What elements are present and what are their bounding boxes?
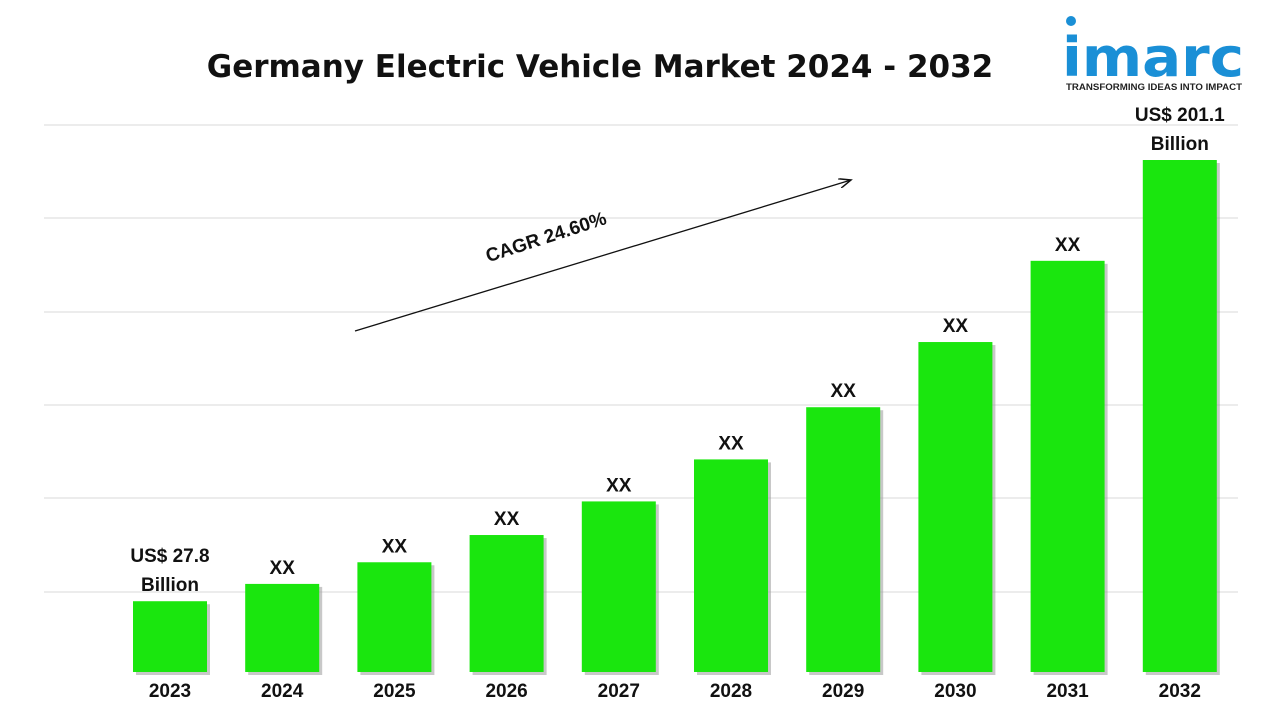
logo-tagline: TRANSFORMING IDEAS INTO IMPACT <box>1066 82 1243 92</box>
x-tick-2024: 2024 <box>261 681 304 702</box>
x-tick-2027: 2027 <box>598 681 640 702</box>
cagr-arrow <box>354 180 851 332</box>
chart-title: Germany Electric Vehicle Market 2024 - 2… <box>207 49 993 85</box>
bar-2024 <box>245 583 320 672</box>
data-label-2023: Billion <box>141 575 199 596</box>
data-label-2031: XX <box>1055 235 1081 256</box>
logo-wordmark: imarc <box>1062 26 1244 89</box>
x-tick-2031: 2031 <box>1046 681 1089 702</box>
x-tick-2025: 2025 <box>373 681 416 702</box>
data-label-2024: XX <box>270 558 296 579</box>
data-label-2027: XX <box>606 475 632 496</box>
bar-2028 <box>694 459 768 672</box>
data-label-2029: XX <box>831 381 857 402</box>
data-labels: US$ 27.8 Billion XX XX XX XX XX XX XX XX US$ 201.1… <box>130 105 1225 596</box>
bar-2029 <box>806 407 881 672</box>
bar-series <box>133 160 1220 675</box>
x-tick-2032: 2032 <box>1159 681 1201 702</box>
bar-2026 <box>469 535 544 672</box>
x-axis-ticks: 2023 2024 2025 2026 2027 2028 2029 2030 2031 2032 <box>149 681 1201 702</box>
bar-2027 <box>581 501 656 672</box>
x-tick-2029: 2029 <box>822 681 864 702</box>
cagr-label: CAGR 24.60% <box>483 208 609 267</box>
data-label-2025: XX <box>382 536 408 557</box>
imarc-logo: imarc TRANSFORMING IDEAS INTO IMPACT <box>1062 16 1244 92</box>
bar-2023 <box>133 601 207 672</box>
logo-dot-icon <box>1066 16 1076 26</box>
data-label-2032: Billion <box>1151 134 1209 155</box>
data-label-2028: XX <box>718 433 744 454</box>
bar-2030 <box>918 342 993 672</box>
data-label-2032: US$ 201.1 <box>1135 105 1225 126</box>
x-tick-2028: 2028 <box>710 681 752 702</box>
data-label-2023: US$ 27.8 <box>130 546 209 567</box>
bar-2032 <box>1142 160 1217 672</box>
x-tick-2030: 2030 <box>934 681 976 702</box>
data-label-2026: XX <box>494 509 520 530</box>
bar-2031 <box>1030 260 1105 672</box>
bar-2025 <box>357 562 432 672</box>
cagr-annotation: CAGR 24.60% <box>354 180 851 332</box>
x-tick-2026: 2026 <box>485 681 527 702</box>
x-tick-2023: 2023 <box>149 681 191 702</box>
data-label-2030: XX <box>943 316 969 337</box>
